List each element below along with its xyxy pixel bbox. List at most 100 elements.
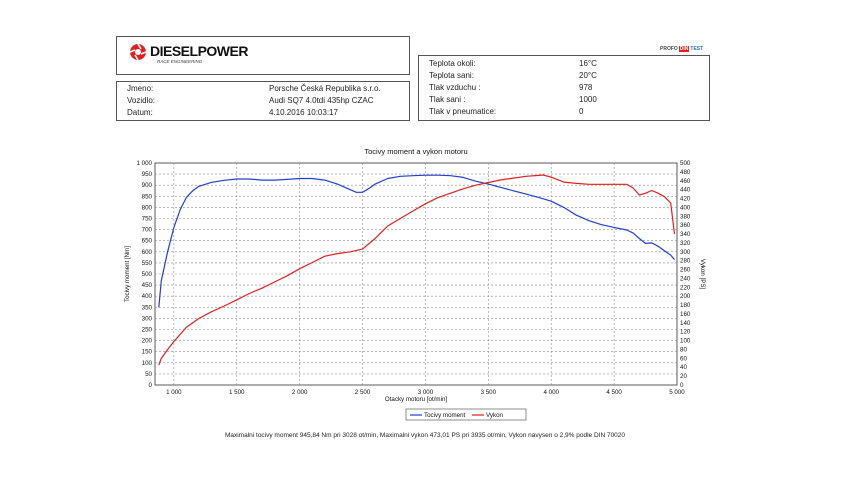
y-left-tick-label: 500 [142, 271, 153, 278]
condition-value: 20°C [579, 71, 597, 80]
legend-label: Vykon [486, 412, 504, 419]
y-right-tick-label: 0 [680, 382, 684, 389]
info-label: Datum: [127, 108, 153, 117]
y-right-tick-label: 240 [680, 275, 691, 282]
badge-mid: DIN [678, 45, 690, 52]
y-right-tick-label: 500 [680, 160, 691, 167]
badge-right: TEST [690, 45, 704, 52]
y-left-tick-label: 900 [142, 182, 153, 189]
x-tick-label: 4 500 [606, 389, 622, 396]
y-left-tick-label: 750 [142, 216, 153, 223]
condition-value: 16°C [579, 59, 597, 68]
y-right-tick-label: 180 [680, 302, 691, 309]
condition-label: Tlak vzduchu : [429, 83, 481, 92]
x-tick-label: 2 000 [292, 389, 308, 396]
y-left-tick-label: 650 [142, 238, 153, 245]
y-right-tick-label: 200 [680, 293, 691, 300]
x-axis-title: Otacky motoru [ot/min] [385, 396, 448, 403]
condition-label: Teplota okoli: [429, 59, 476, 68]
y-left-tick-label: 100 [142, 360, 153, 367]
y-right-tick-label: 320 [680, 240, 691, 247]
condition-label: Teplota sani: [429, 71, 474, 80]
y-left-tick-label: 700 [142, 227, 153, 234]
info-row-vehicle: Vozidlo: Audi SQ7 4.0tdi 435hp CZAC [127, 95, 401, 107]
info-label: Jmeno: [127, 84, 154, 93]
y-right-tick-label: 460 [680, 178, 691, 185]
condition-row: Tlak sani : 1000 [429, 94, 701, 106]
y-right-tick-label: 360 [680, 222, 691, 229]
x-tick-label: 1 000 [166, 389, 182, 396]
x-tick-label: 3 500 [481, 389, 497, 396]
y-left-tick-label: 600 [142, 249, 153, 256]
condition-row: Teplota okoli: 16°C [429, 58, 701, 70]
info-row-name: Jmeno: Porsche Česká Republika s.r.o. [127, 83, 401, 95]
y-left-tick-label: 550 [142, 260, 153, 267]
y-right-tick-label: 340 [680, 231, 691, 238]
condition-value: 978 [579, 83, 593, 92]
profo-din-test-badge: PROFO DIN TEST [660, 44, 703, 53]
dieselpower-logo: DIESELPOWER RACE ENGINEERING [129, 43, 249, 64]
y-right-tick-label: 300 [680, 249, 691, 256]
y-right-tick-label: 160 [680, 311, 691, 318]
power-line [158, 174, 676, 366]
y-left-tick-label: 450 [142, 282, 153, 289]
condition-value: 1000 [579, 95, 597, 104]
y-right-tick-label: 480 [680, 169, 691, 176]
dyno-chart: Tocivy moment a vykon motoru050100150200… [124, 147, 706, 421]
y-right-tick-label: 60 [680, 355, 687, 362]
y-right-tick-label: 260 [680, 267, 691, 274]
y-left-tick-label: 200 [142, 338, 153, 345]
y-left-tick-label: 800 [142, 204, 153, 211]
y-right-tick-label: 420 [680, 196, 691, 203]
condition-row: Tlak vzduchu : 978 [429, 82, 701, 94]
y-right-tick-label: 140 [680, 320, 691, 327]
y-left-tick-label: 300 [142, 315, 153, 322]
condition-row: Tlak v pneumatice: 0 [429, 106, 701, 118]
y-left-tick-label: 150 [142, 349, 153, 356]
condition-row: Teplota sani: 20°C [429, 70, 701, 82]
brand-tagline: RACE ENGINEERING [157, 59, 203, 64]
condition-label: Tlak v pneumatice: [429, 107, 497, 116]
y-right-tick-label: 280 [680, 258, 691, 265]
y-left-axis-title: Tocivy moment [Nm] [124, 246, 131, 302]
x-tick-label: 4 000 [543, 389, 559, 396]
x-tick-label: 3 000 [418, 389, 434, 396]
info-label: Vozidlo: [127, 96, 156, 105]
y-right-tick-label: 440 [680, 187, 691, 194]
vehicle-info-panel: Jmeno: Porsche Česká Republika s.r.o. Vo… [116, 81, 410, 121]
turbo-icon [129, 43, 147, 61]
y-right-tick-label: 40 [680, 364, 687, 371]
torque-line [158, 174, 675, 308]
brand-name: DIESELPOWER [150, 43, 248, 59]
y-left-tick-label: 350 [142, 304, 153, 311]
logo-panel: DIESELPOWER RACE ENGINEERING [116, 36, 410, 75]
info-row-date: Datum: 4.10.2016 10:03:17 [127, 107, 401, 119]
y-right-tick-label: 100 [680, 338, 691, 345]
y-right-tick-label: 120 [680, 329, 691, 336]
y-left-tick-label: 50 [145, 371, 152, 378]
y-left-tick-label: 850 [142, 193, 153, 200]
y-left-tick-label: 250 [142, 327, 153, 334]
legend-label: Tocivy moment [424, 412, 466, 419]
y-left-tick-label: 400 [142, 293, 153, 300]
y-right-tick-label: 400 [680, 204, 691, 211]
info-value: Porsche Česká Republika s.r.o. [269, 84, 381, 93]
y-right-tick-label: 220 [680, 284, 691, 291]
condition-label: Tlak sani : [429, 95, 466, 104]
y-right-tick-label: 380 [680, 213, 691, 220]
y-right-axis-title: Vykon [PS] [699, 259, 706, 290]
y-right-tick-label: 20 [680, 373, 687, 380]
y-left-tick-label: 950 [142, 171, 153, 178]
chart-title: Tocivy moment a vykon motoru [364, 147, 467, 156]
info-value: Audi SQ7 4.0tdi 435hp CZAC [269, 96, 374, 105]
info-value: 4.10.2016 10:03:17 [269, 108, 338, 117]
y-right-tick-label: 80 [680, 346, 687, 353]
conditions-panel: Teplota okoli: 16°C Teplota sani: 20°C T… [418, 55, 710, 121]
result-summary: Maximalni tocivy moment 945,84 Nm pri 30… [224, 432, 626, 439]
legend-box [405, 408, 527, 421]
x-tick-label: 2 500 [355, 389, 371, 396]
y-left-tick-label: 1 000 [137, 160, 153, 167]
x-tick-label: 5 000 [669, 389, 685, 396]
y-left-tick-label: 0 [149, 382, 153, 389]
badge-left: PROFO [660, 45, 678, 52]
